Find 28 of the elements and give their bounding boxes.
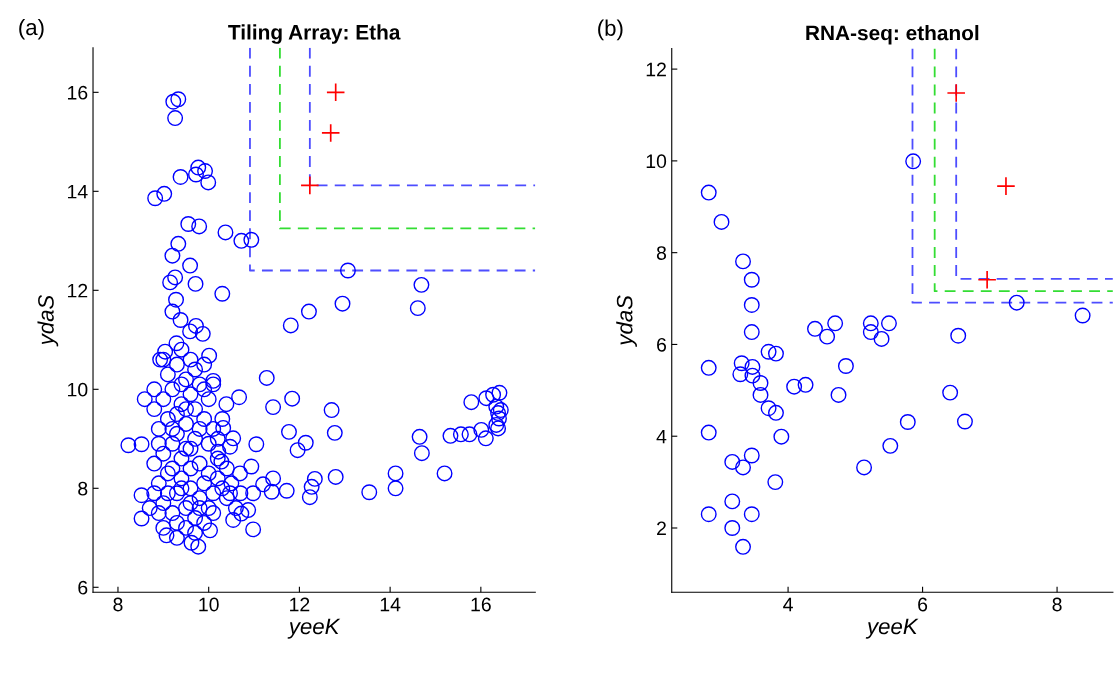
x-tick-label: 6 xyxy=(918,597,928,612)
x-tick-label: 12 xyxy=(290,597,310,612)
text: (b) xyxy=(598,19,623,41)
x-axis-title: yeeK xyxy=(287,618,341,639)
x-tick-label: 4 xyxy=(783,597,793,612)
y-tick-label: 4 xyxy=(656,429,667,444)
y-axis-title: ydaS xyxy=(37,294,59,347)
y-tick-label: 6 xyxy=(78,580,88,595)
y-tick-label: 12 xyxy=(68,283,88,298)
y-tick-label: 2 xyxy=(657,521,666,536)
y-tick-label: 10 xyxy=(68,382,88,397)
text: (a) xyxy=(19,18,44,40)
x-tick-label: 10 xyxy=(199,597,219,612)
y-tick-label: 16 xyxy=(68,85,88,100)
y-tick-label: 14 xyxy=(68,184,88,199)
chart-title: Tiling Array: Etha xyxy=(228,24,401,44)
y-tick-label: 6 xyxy=(657,337,667,352)
x-axis-title: yeeK xyxy=(865,618,919,639)
y-axis-title: ydaS xyxy=(616,295,637,347)
x-tick-label: 14 xyxy=(380,597,401,612)
chart-title: RNA-seq: ethanol xyxy=(806,25,979,45)
y-tick-label: 12 xyxy=(646,62,666,77)
y-tick-label: 8 xyxy=(656,246,667,260)
x-tick-label: 8 xyxy=(1052,597,1062,612)
y-tick-label: 8 xyxy=(78,481,88,496)
x-tick-label: 8 xyxy=(113,597,123,612)
x-tick-label: 16 xyxy=(471,597,491,612)
y-tick-label: 10 xyxy=(646,154,667,169)
